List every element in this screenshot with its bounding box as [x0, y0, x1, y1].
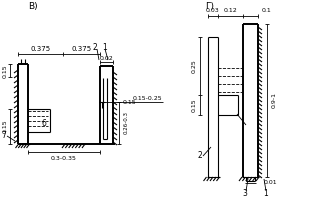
Text: 0.01: 0.01 [263, 180, 277, 185]
Text: 6: 6 [42, 120, 46, 129]
Text: 2: 2 [198, 150, 203, 160]
Text: 0.375: 0.375 [71, 46, 92, 52]
Text: 0.15: 0.15 [3, 64, 8, 78]
Text: 0.15: 0.15 [192, 98, 197, 112]
Text: В): В) [28, 3, 38, 12]
Text: 0.15: 0.15 [122, 100, 136, 104]
Text: Г): Г) [205, 3, 214, 12]
Text: 0.02: 0.02 [100, 56, 113, 60]
Text: 0.15: 0.15 [3, 120, 8, 133]
Text: 3: 3 [243, 188, 247, 197]
Text: 0.25: 0.25 [192, 59, 197, 73]
Text: 7: 7 [2, 132, 6, 140]
Text: 0.03: 0.03 [206, 9, 220, 14]
Text: 1: 1 [103, 43, 107, 52]
Text: 0.15-0.25: 0.15-0.25 [132, 96, 162, 100]
Text: 0.3-0.35: 0.3-0.35 [51, 155, 77, 161]
Text: 0.1: 0.1 [262, 9, 272, 14]
Text: 0.12: 0.12 [224, 9, 237, 14]
Text: 0.375: 0.375 [31, 46, 50, 52]
Text: 1: 1 [264, 188, 268, 197]
Text: 2: 2 [93, 43, 97, 52]
Text: 0.26-0.3: 0.26-0.3 [124, 111, 128, 135]
Text: 0.9-1: 0.9-1 [272, 93, 277, 108]
